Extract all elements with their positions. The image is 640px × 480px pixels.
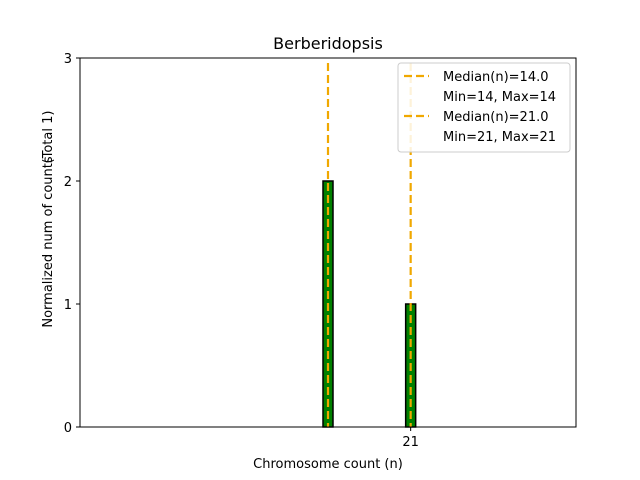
y-axis-label: Normalized num of counts bbox=[41, 156, 56, 327]
legend-median-label-1: Median(n)=21.0 bbox=[443, 110, 549, 125]
legend-median-label-0: Median(n)=14.0 bbox=[443, 70, 549, 85]
x-tick-label-0: 21 bbox=[402, 435, 419, 450]
legend: Median(n)=14.0 Min=14, Max=14 Median(n)=21… bbox=[397, 62, 571, 153]
axes-frame bbox=[79, 57, 577, 428]
x-axis-label: Chromosome count (n) bbox=[253, 457, 403, 472]
y-axis-label-note: (Total 1) bbox=[41, 111, 56, 164]
chart-title: Berberidopsis bbox=[273, 34, 383, 53]
legend-range-label-1: Min=21, Max=21 bbox=[443, 130, 556, 145]
y-tick-label-1: 1 bbox=[64, 298, 72, 313]
y-tick-label-3: 3 bbox=[64, 52, 72, 67]
legend-range-label-0: Min=14, Max=14 bbox=[443, 90, 556, 105]
y-tick-label-2: 2 bbox=[64, 175, 72, 190]
y-tick-label-0: 0 bbox=[64, 421, 72, 436]
legend-box bbox=[397, 62, 571, 153]
